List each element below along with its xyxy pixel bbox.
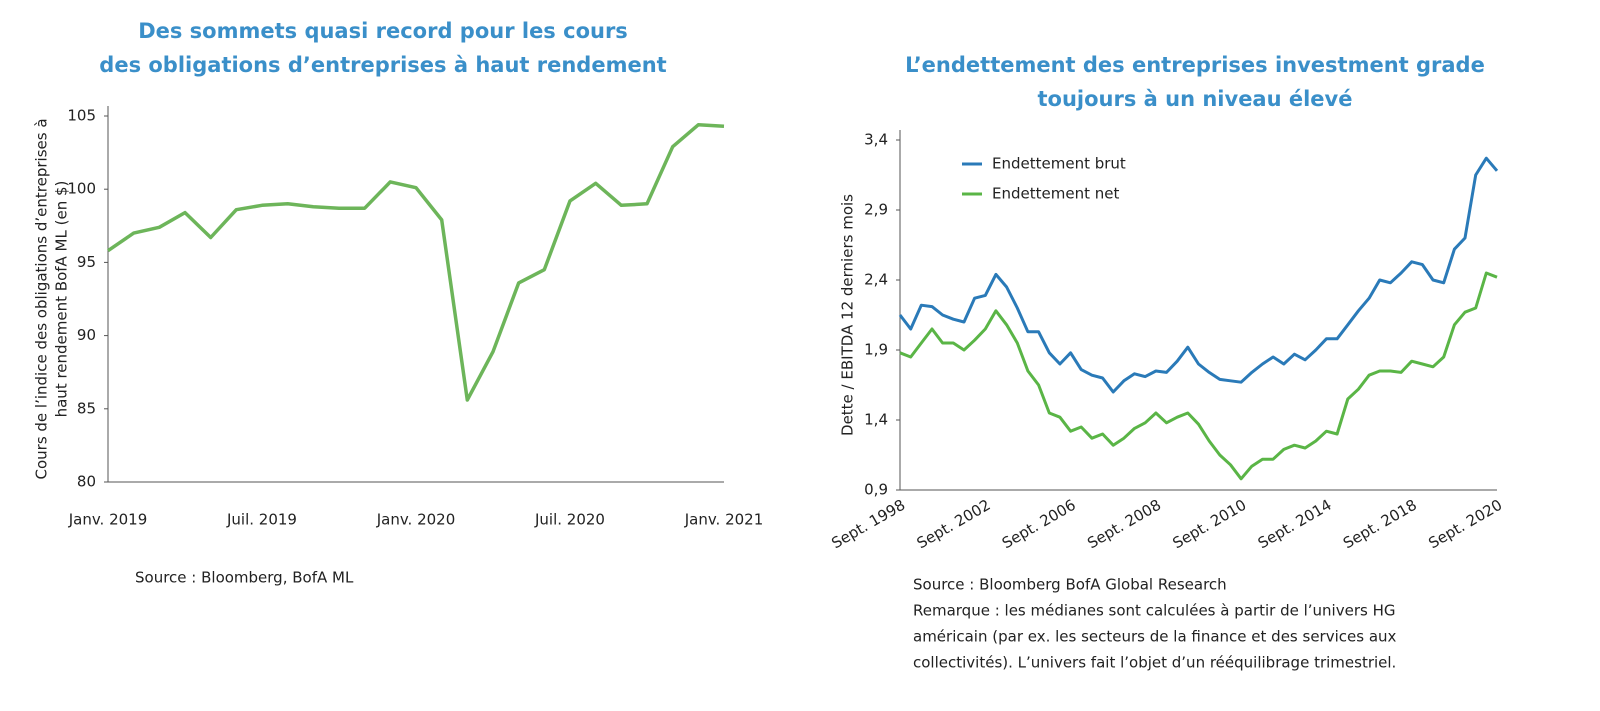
y-axis-label: Cours de l’indice des obligations d’entr… (33, 118, 51, 479)
legend-label: Endettement brut (992, 155, 1126, 173)
x-tick-label: Sept. 2002 (914, 496, 994, 553)
y-tick-label: 90 (77, 326, 96, 344)
x-tick-label: Sept. 2014 (1255, 496, 1335, 553)
chart-title: des obligations d’entreprises à haut ren… (99, 53, 666, 77)
y-tick-label: 0,9 (864, 481, 888, 499)
x-tick-label: Janv. 2021 (684, 511, 764, 529)
y-tick-label: 1,9 (864, 341, 888, 359)
x-tick-label: Janv. 2020 (376, 511, 456, 529)
y-tick-label: 95 (77, 253, 96, 271)
y-axis-label: Dette / EBITDA 12 derniers mois (839, 194, 857, 436)
x-tick-label: Juil. 2019 (226, 511, 297, 529)
x-tick-label: Juil. 2020 (534, 511, 605, 529)
y-tick-label: 1,4 (864, 411, 888, 429)
x-tick-label: Sept. 2010 (1169, 496, 1249, 553)
x-tick-label: Sept. 2006 (999, 496, 1079, 553)
source-note: Source : Bloomberg BofA Global Research (913, 576, 1227, 594)
x-tick-label: Sept. 2020 (1425, 496, 1505, 553)
source-note: collectivités). L’univers fait l’objet d… (913, 654, 1396, 672)
y-axis-label: haut rendement BofA ML (en $) (53, 181, 71, 418)
y-tick-label: 80 (77, 473, 96, 491)
chart-title: L’endettement des entreprises investment… (905, 53, 1485, 77)
series-line (899, 271, 1498, 481)
y-tick-label: 105 (67, 107, 96, 125)
source-note: américain (par ex. les secteurs de la fi… (913, 628, 1397, 646)
y-tick-label: 3,4 (864, 131, 888, 149)
y-tick-label: 100 (67, 180, 96, 198)
x-tick-label: Sept. 2008 (1084, 496, 1164, 553)
series-line (898, 156, 1499, 394)
legend-label: Endettement net (992, 185, 1119, 203)
x-tick-label: Sept. 2018 (1340, 496, 1420, 553)
source-note: Source : Bloomberg, BofA ML (135, 569, 354, 587)
source-note: Remarque : les médianes sont calculées à… (913, 602, 1395, 620)
y-tick-label: 2,9 (864, 201, 888, 219)
x-tick-label: Sept. 1998 (828, 496, 908, 553)
x-tick-label: Janv. 2019 (68, 511, 148, 529)
chart-title: Des sommets quasi record pour les cours (138, 19, 628, 43)
y-tick-label: 85 (77, 399, 96, 417)
y-tick-label: 2,4 (864, 271, 888, 289)
series-line (107, 123, 725, 402)
chart-title: toujours à un niveau élevé (1038, 87, 1353, 111)
